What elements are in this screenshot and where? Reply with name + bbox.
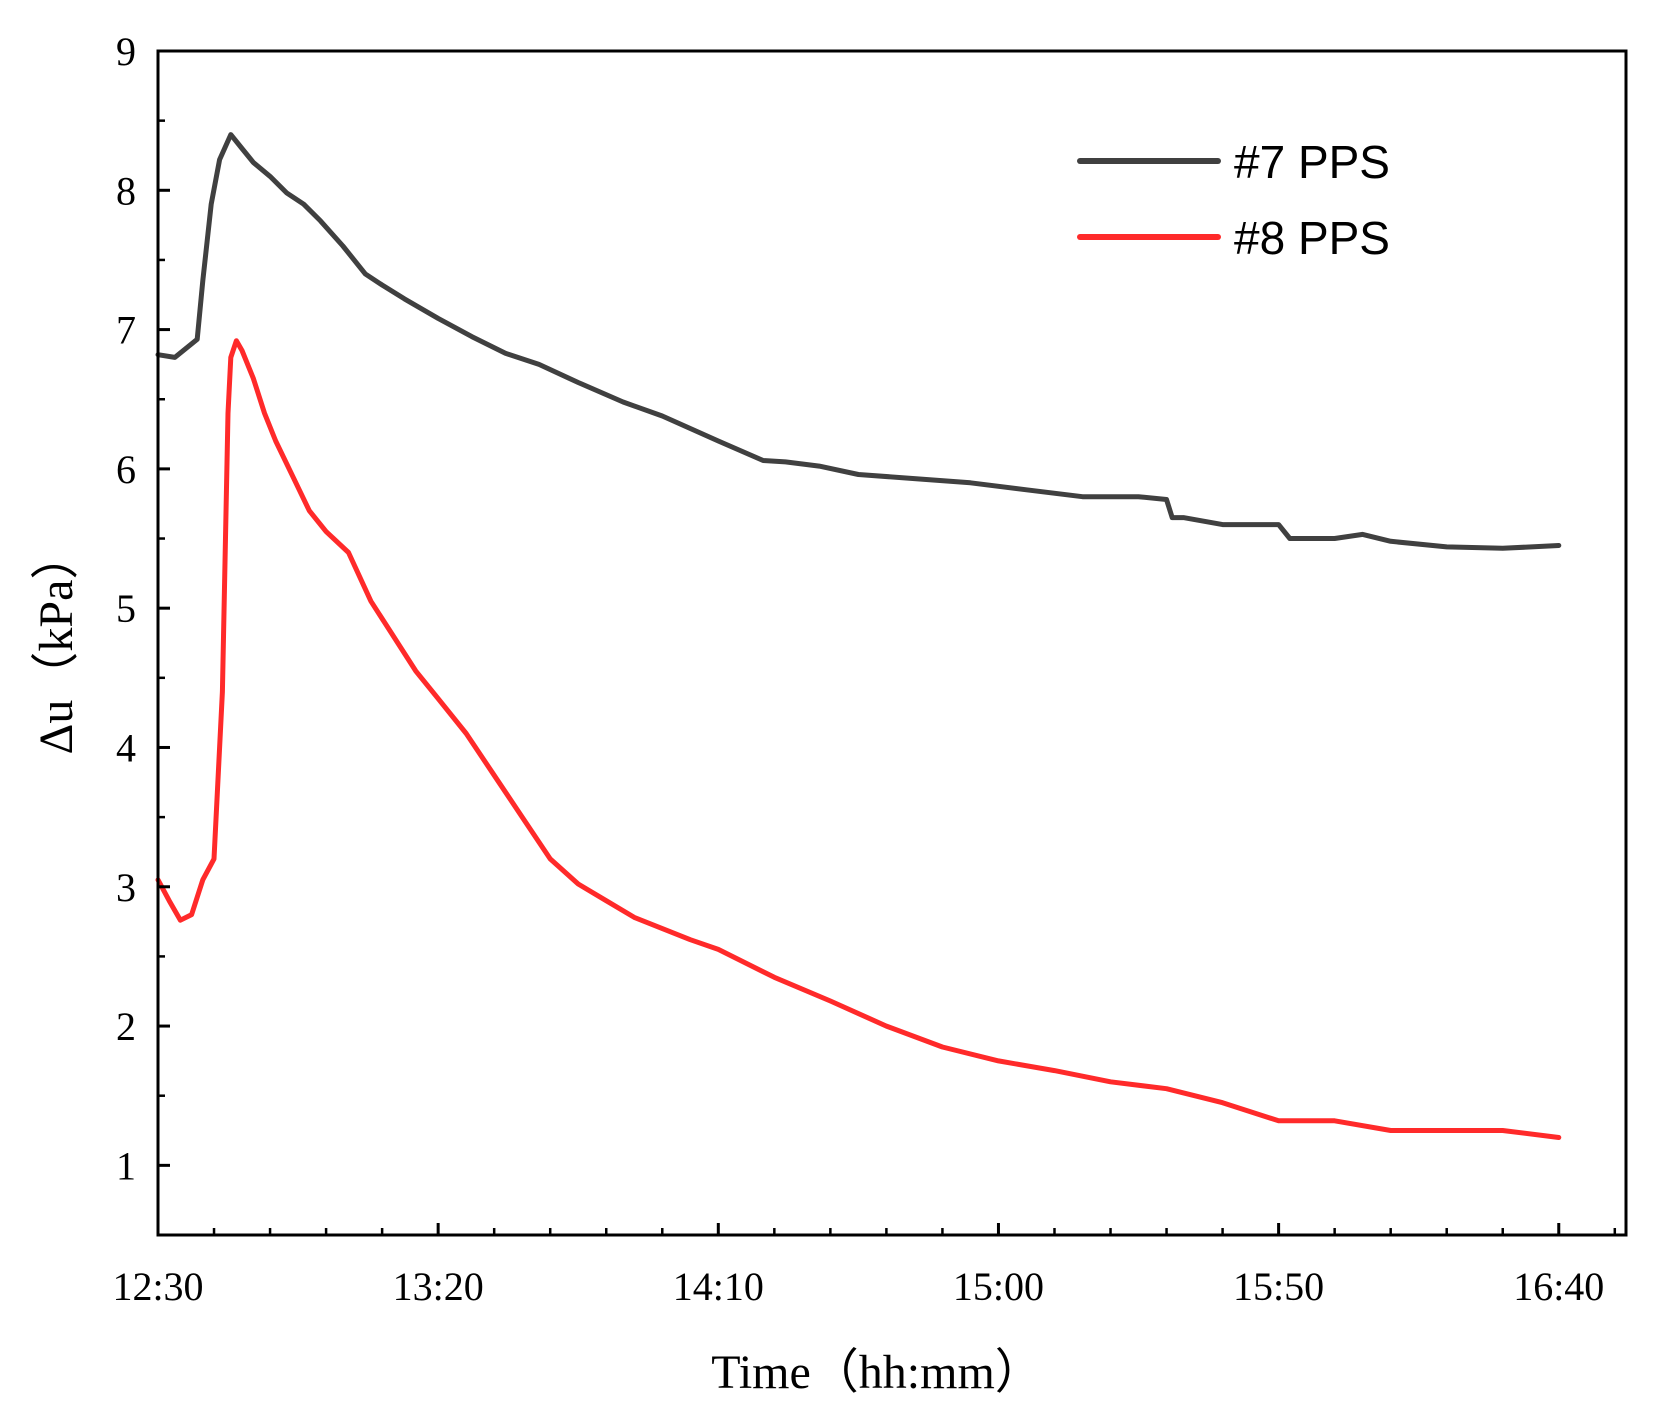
y-tick-label: 7 <box>116 308 136 353</box>
y-tick-label: 4 <box>116 725 136 770</box>
y-tick-label: 9 <box>116 29 136 74</box>
y-tick-label: 1 <box>116 1143 136 1188</box>
x-tick-label: 12:30 <box>112 1264 203 1309</box>
y-tick-label: 2 <box>116 1004 136 1049</box>
legend-label-1: #7 PPS <box>1234 136 1390 188</box>
y-axis-title: Δu（kPa） <box>30 532 83 755</box>
x-tick-label: 14:10 <box>673 1264 764 1309</box>
y-tick-label: 8 <box>116 168 136 213</box>
series-layer <box>155 132 1562 1140</box>
legend-label-2: #8 PPS <box>1234 212 1390 264</box>
x-tick-label: 16:40 <box>1513 1264 1604 1309</box>
x-axis: 12:30 13:20 14:10 15:00 15:50 16:40 <box>112 1223 1617 1309</box>
y-tick-label: 6 <box>116 447 136 492</box>
plot-frame <box>156 49 1628 1237</box>
series-line-1 <box>155 132 1562 551</box>
y-axis: 1 2 3 4 5 6 7 8 9 <box>116 29 170 1237</box>
series-line-2 <box>155 338 1562 1140</box>
y-tick-label: 5 <box>116 586 136 631</box>
x-tick-label: 13:20 <box>393 1264 484 1309</box>
legend: #7 PPS #8 PPS <box>1077 136 1390 264</box>
x-axis-title: Time（hh:mm） <box>711 1346 1043 1399</box>
x-tick-label: 15:50 <box>1233 1264 1324 1309</box>
y-tick-label: 3 <box>116 865 136 910</box>
x-tick-label: 15:00 <box>953 1264 1044 1309</box>
